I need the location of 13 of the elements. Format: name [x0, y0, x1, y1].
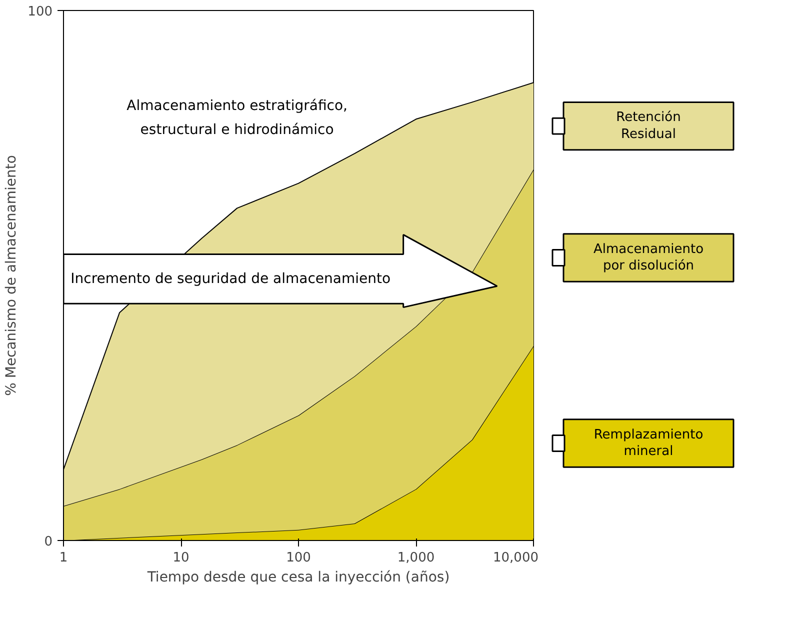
- x-tick-label: 1: [59, 550, 68, 566]
- x-tick-label: 1,000: [397, 550, 435, 566]
- legend-label: Remplazamiento mineral: [594, 427, 704, 460]
- legend-label: Almacenamiento por disolución: [593, 242, 704, 274]
- y-tick-label: 0: [44, 534, 53, 550]
- x-tick-label: 10,000: [493, 550, 539, 566]
- annotation: Almacenamiento estratigráfico, estructural e hidrodinámico: [126, 98, 348, 138]
- y-axis-title: % Mecanismo de almacenamiento: [4, 155, 20, 396]
- text: Retención Residual: [616, 110, 681, 142]
- x-tick-label: 100: [286, 550, 311, 566]
- annotation: Incremento de seguridad de almacenamiento: [70, 271, 391, 288]
- x-tick-label: 10: [172, 550, 190, 566]
- x-axis-title: Tiempo desde que cesa la inyección (años): [146, 570, 450, 586]
